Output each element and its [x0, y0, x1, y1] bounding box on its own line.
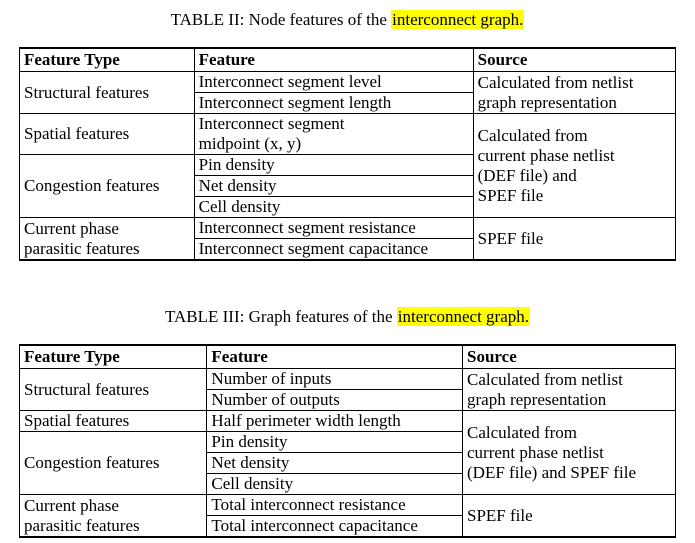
table-2-caption-highlight: interconnect graph. — [391, 10, 525, 29]
table-2-feature-segment-level: Interconnect segment level — [193, 71, 474, 93]
table-2-feature-segment-resistance: Interconnect segment resistance — [193, 217, 474, 239]
table-3-caption-prefix: TABLE III: Graph features of the — [164, 307, 397, 326]
table-3-feature-number-of-outputs: Number of outputs — [206, 389, 463, 411]
table-3-feature-net-density: Net density — [206, 452, 463, 474]
table-2-source-structural-line-2: graph representation — [477, 92, 617, 112]
table-2-header-feature-type: Feature Type — [19, 47, 195, 72]
table-2-header-feature: Feature — [193, 47, 474, 72]
table-3-type-structural: Structural features — [18, 368, 208, 411]
table-2-source-spatial-congestion: Calculated from current phase netlist (D… — [472, 113, 677, 218]
table-3-caption-highlight: interconnect graph. — [396, 307, 531, 326]
table-2-source-sc-line-4: SPEF file — [477, 185, 544, 205]
table-2-source-sc-line-3: (DEF file) and — [477, 165, 577, 185]
table-2-type-parasitic-line-1: Current phase — [24, 218, 119, 238]
table-2-feature-segment-length: Interconnect segment length — [193, 92, 474, 114]
table-2-feature-midpoint-line-2: midpoint (x, y) — [198, 134, 302, 153]
table-3-source-spatial-congestion: Calculated from current phase netlist (D… — [462, 410, 676, 495]
table-3-source-structural-line-2: graph representation — [467, 389, 607, 409]
table-2-feature-midpoint-line-1: Interconnect segment — [198, 114, 345, 133]
table-3-type-parasitic-line-2: parasitic features — [24, 515, 140, 535]
table-3-feature-cell-density: Cell density — [206, 473, 463, 495]
table-3-source-sc-line-3: (DEF file) and SPEF file — [467, 462, 637, 482]
table-3-source-parasitic: SPEF file — [462, 494, 676, 538]
table-3-source-structural-line-1: Calculated from netlist — [467, 369, 623, 389]
table-2-source-sc-line-2: current phase netlist — [477, 145, 615, 165]
table-3-feature-number-of-inputs: Number of inputs — [206, 368, 463, 390]
table-3: Feature Type Feature Source Structural f… — [18, 344, 676, 538]
table-3-feature-hpwl: Half perimeter width length — [206, 410, 463, 432]
table-2-type-parasitic-line-2: parasitic features — [24, 238, 140, 258]
table-2-feature-net-density: Net density — [193, 175, 474, 197]
table-2-caption-prefix: TABLE II: Node features of the — [170, 10, 392, 29]
table-3-feature-total-capacitance: Total interconnect capacitance — [206, 515, 463, 538]
table-2-source-sc-line-1: Calculated from — [477, 125, 588, 145]
table-2-feature-segment-capacitance: Interconnect segment capacitance — [193, 238, 474, 261]
table-3-type-congestion: Congestion features — [18, 431, 208, 495]
table-2-source-parasitic: SPEF file — [472, 217, 677, 261]
table-3-type-parasitic-line-1: Current phase — [24, 495, 119, 515]
table-3-header-feature-type: Feature Type — [18, 344, 208, 369]
table-3-header-feature: Feature — [206, 344, 463, 369]
table-2-feature-cell-density: Cell density — [193, 196, 474, 218]
table-3-type-parasitic: Current phase parasitic features — [18, 494, 208, 538]
table-3-type-spatial: Spatial features — [18, 410, 208, 432]
table-2-type-congestion: Congestion features — [19, 154, 195, 218]
table-2-source-structural-line-1: Calculated from netlist — [477, 72, 634, 92]
table-2: Feature Type Feature Source Structural f… — [19, 47, 677, 261]
table-2-type-structural: Structural features — [19, 71, 195, 114]
table-3-feature-total-resistance: Total interconnect resistance — [206, 494, 463, 516]
table-3-caption: TABLE III: Graph features of the interco… — [0, 307, 695, 327]
table-2-feature-segment-midpoint: Interconnect segment midpoint (x, y) — [193, 113, 474, 155]
table-2-source-structural: Calculated from netlist graph representa… — [472, 71, 677, 114]
table-3-source-structural: Calculated from netlist graph representa… — [462, 368, 676, 411]
table-3-feature-pin-density: Pin density — [206, 431, 463, 453]
table-2-header-source: Source — [472, 47, 677, 72]
table-3-source-sc-line-2: current phase netlist — [467, 442, 604, 462]
table-2-caption: TABLE II: Node features of the interconn… — [0, 10, 695, 30]
table-2-type-spatial: Spatial features — [19, 113, 195, 155]
table-2-type-parasitic: Current phase parasitic features — [19, 217, 195, 261]
table-2-feature-pin-density: Pin density — [193, 154, 474, 176]
table-3-source-sc-line-1: Calculated from — [467, 422, 577, 442]
table-3-header-source: Source — [462, 344, 676, 369]
